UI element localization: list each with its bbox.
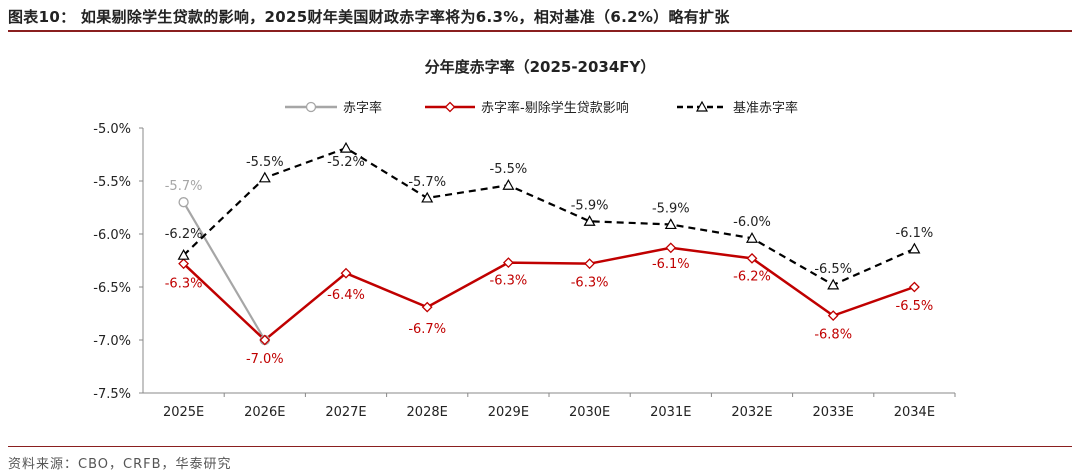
series-2-point-3 [421, 191, 434, 203]
figure-footer: 资料来源：CBO，CRFB，华泰研究 [8, 446, 1072, 473]
series-1-point-9 [908, 281, 920, 293]
series-2-label-9: -6.1% [896, 226, 934, 241]
x-tick-label: 2030E [569, 405, 610, 420]
figure-header: 图表10： 如果剔除学生贷款的影响，2025财年美国财政赤字率将为6.3%，相对… [8, 4, 1072, 32]
x-tick-label: 2026E [244, 405, 285, 420]
series-2-point-0 [177, 248, 190, 260]
series-2-point-5 [583, 215, 596, 226]
series-1-point-8 [827, 310, 839, 322]
legend-marker-0 [305, 101, 317, 113]
series-1-label-6: -6.1% [652, 257, 690, 272]
series-line-0 [182, 201, 266, 341]
series-1-point-5 [584, 258, 596, 270]
series-line-2 [182, 146, 915, 287]
series-2-label-6: -5.9% [652, 201, 690, 216]
series-1-point-7 [746, 252, 758, 264]
series-2-point-2 [339, 141, 353, 153]
x-tick-label: 2033E [813, 405, 854, 420]
series-0-point-0 [178, 197, 189, 208]
y-tick-label: -7.5% [93, 387, 131, 402]
series-0-label-0: -5.7% [165, 179, 203, 194]
x-tick-label: 2029E [488, 405, 529, 420]
figure-caption: 图表10： 如果剔除学生贷款的影响，2025财年美国财政赤字率将为6.3%，相对… [8, 8, 730, 26]
x-tick-label: 2034E [894, 405, 935, 420]
source-note: 资料来源：CBO，CRFB，华泰研究 [8, 457, 232, 472]
chart-title: 分年度赤字率（2025-2034FY） [425, 58, 656, 76]
series-2-label-5: -5.9% [571, 198, 609, 213]
series-2-label-3: -5.7% [408, 175, 446, 190]
series-1-label-0: -6.3% [165, 277, 203, 292]
series-2-label-4: -5.5% [490, 162, 528, 177]
x-tick-label: 2028E [407, 405, 448, 420]
legend-marker-2 [695, 100, 709, 112]
series-2-point-9 [908, 242, 921, 254]
series-1-point-1 [259, 334, 271, 346]
series-1-label-5: -6.3% [571, 276, 609, 291]
series-1-label-9: -6.5% [896, 299, 934, 314]
series-1-label-2: -6.4% [327, 288, 365, 303]
legend-marker-1 [444, 101, 456, 113]
series-2-label-0: -6.2% [165, 227, 203, 242]
y-tick-label: -5.0% [93, 122, 131, 137]
series-1-point-3 [421, 301, 433, 313]
series-1-point-6 [665, 242, 677, 254]
y-tick-label: -6.5% [93, 281, 131, 296]
series-1-label-7: -6.2% [733, 269, 771, 284]
series-2-label-8: -6.5% [814, 262, 852, 277]
series-2-label-2: -5.2% [327, 155, 365, 170]
series-1-label-3: -6.7% [408, 322, 446, 337]
series-2-point-6 [664, 218, 677, 230]
legend-label-1: 赤字率-剔除学生贷款影响 [481, 100, 629, 116]
series-1-label-1: -7.0% [246, 352, 284, 367]
series-line-1 [182, 246, 915, 342]
series-1-point-4 [502, 257, 514, 269]
legend-label-2: 基准赤字率 [733, 100, 798, 116]
series-2-point-8 [827, 278, 840, 290]
legend-label-0: 赤字率 [343, 100, 382, 116]
x-tick-label: 2032E [731, 405, 772, 420]
y-tick-label: -6.0% [93, 228, 131, 243]
y-tick-label: -5.5% [93, 175, 131, 190]
x-tick-label: 2025E [163, 405, 204, 420]
series-1-label-4: -6.3% [490, 274, 528, 289]
x-tick-label: 2027E [325, 405, 366, 420]
series-2-point-7 [745, 232, 759, 243]
series-1-label-8: -6.8% [814, 328, 852, 343]
series-1-point-2 [340, 267, 352, 279]
series-1-point-0 [178, 258, 190, 270]
series-2-label-7: -6.0% [733, 215, 771, 230]
y-tick-label: -7.0% [93, 334, 131, 349]
series-2-point-1 [258, 171, 271, 183]
series-2-label-1: -5.5% [246, 155, 284, 170]
x-tick-label: 2031E [650, 405, 691, 420]
series-2-point-4 [502, 179, 515, 190]
